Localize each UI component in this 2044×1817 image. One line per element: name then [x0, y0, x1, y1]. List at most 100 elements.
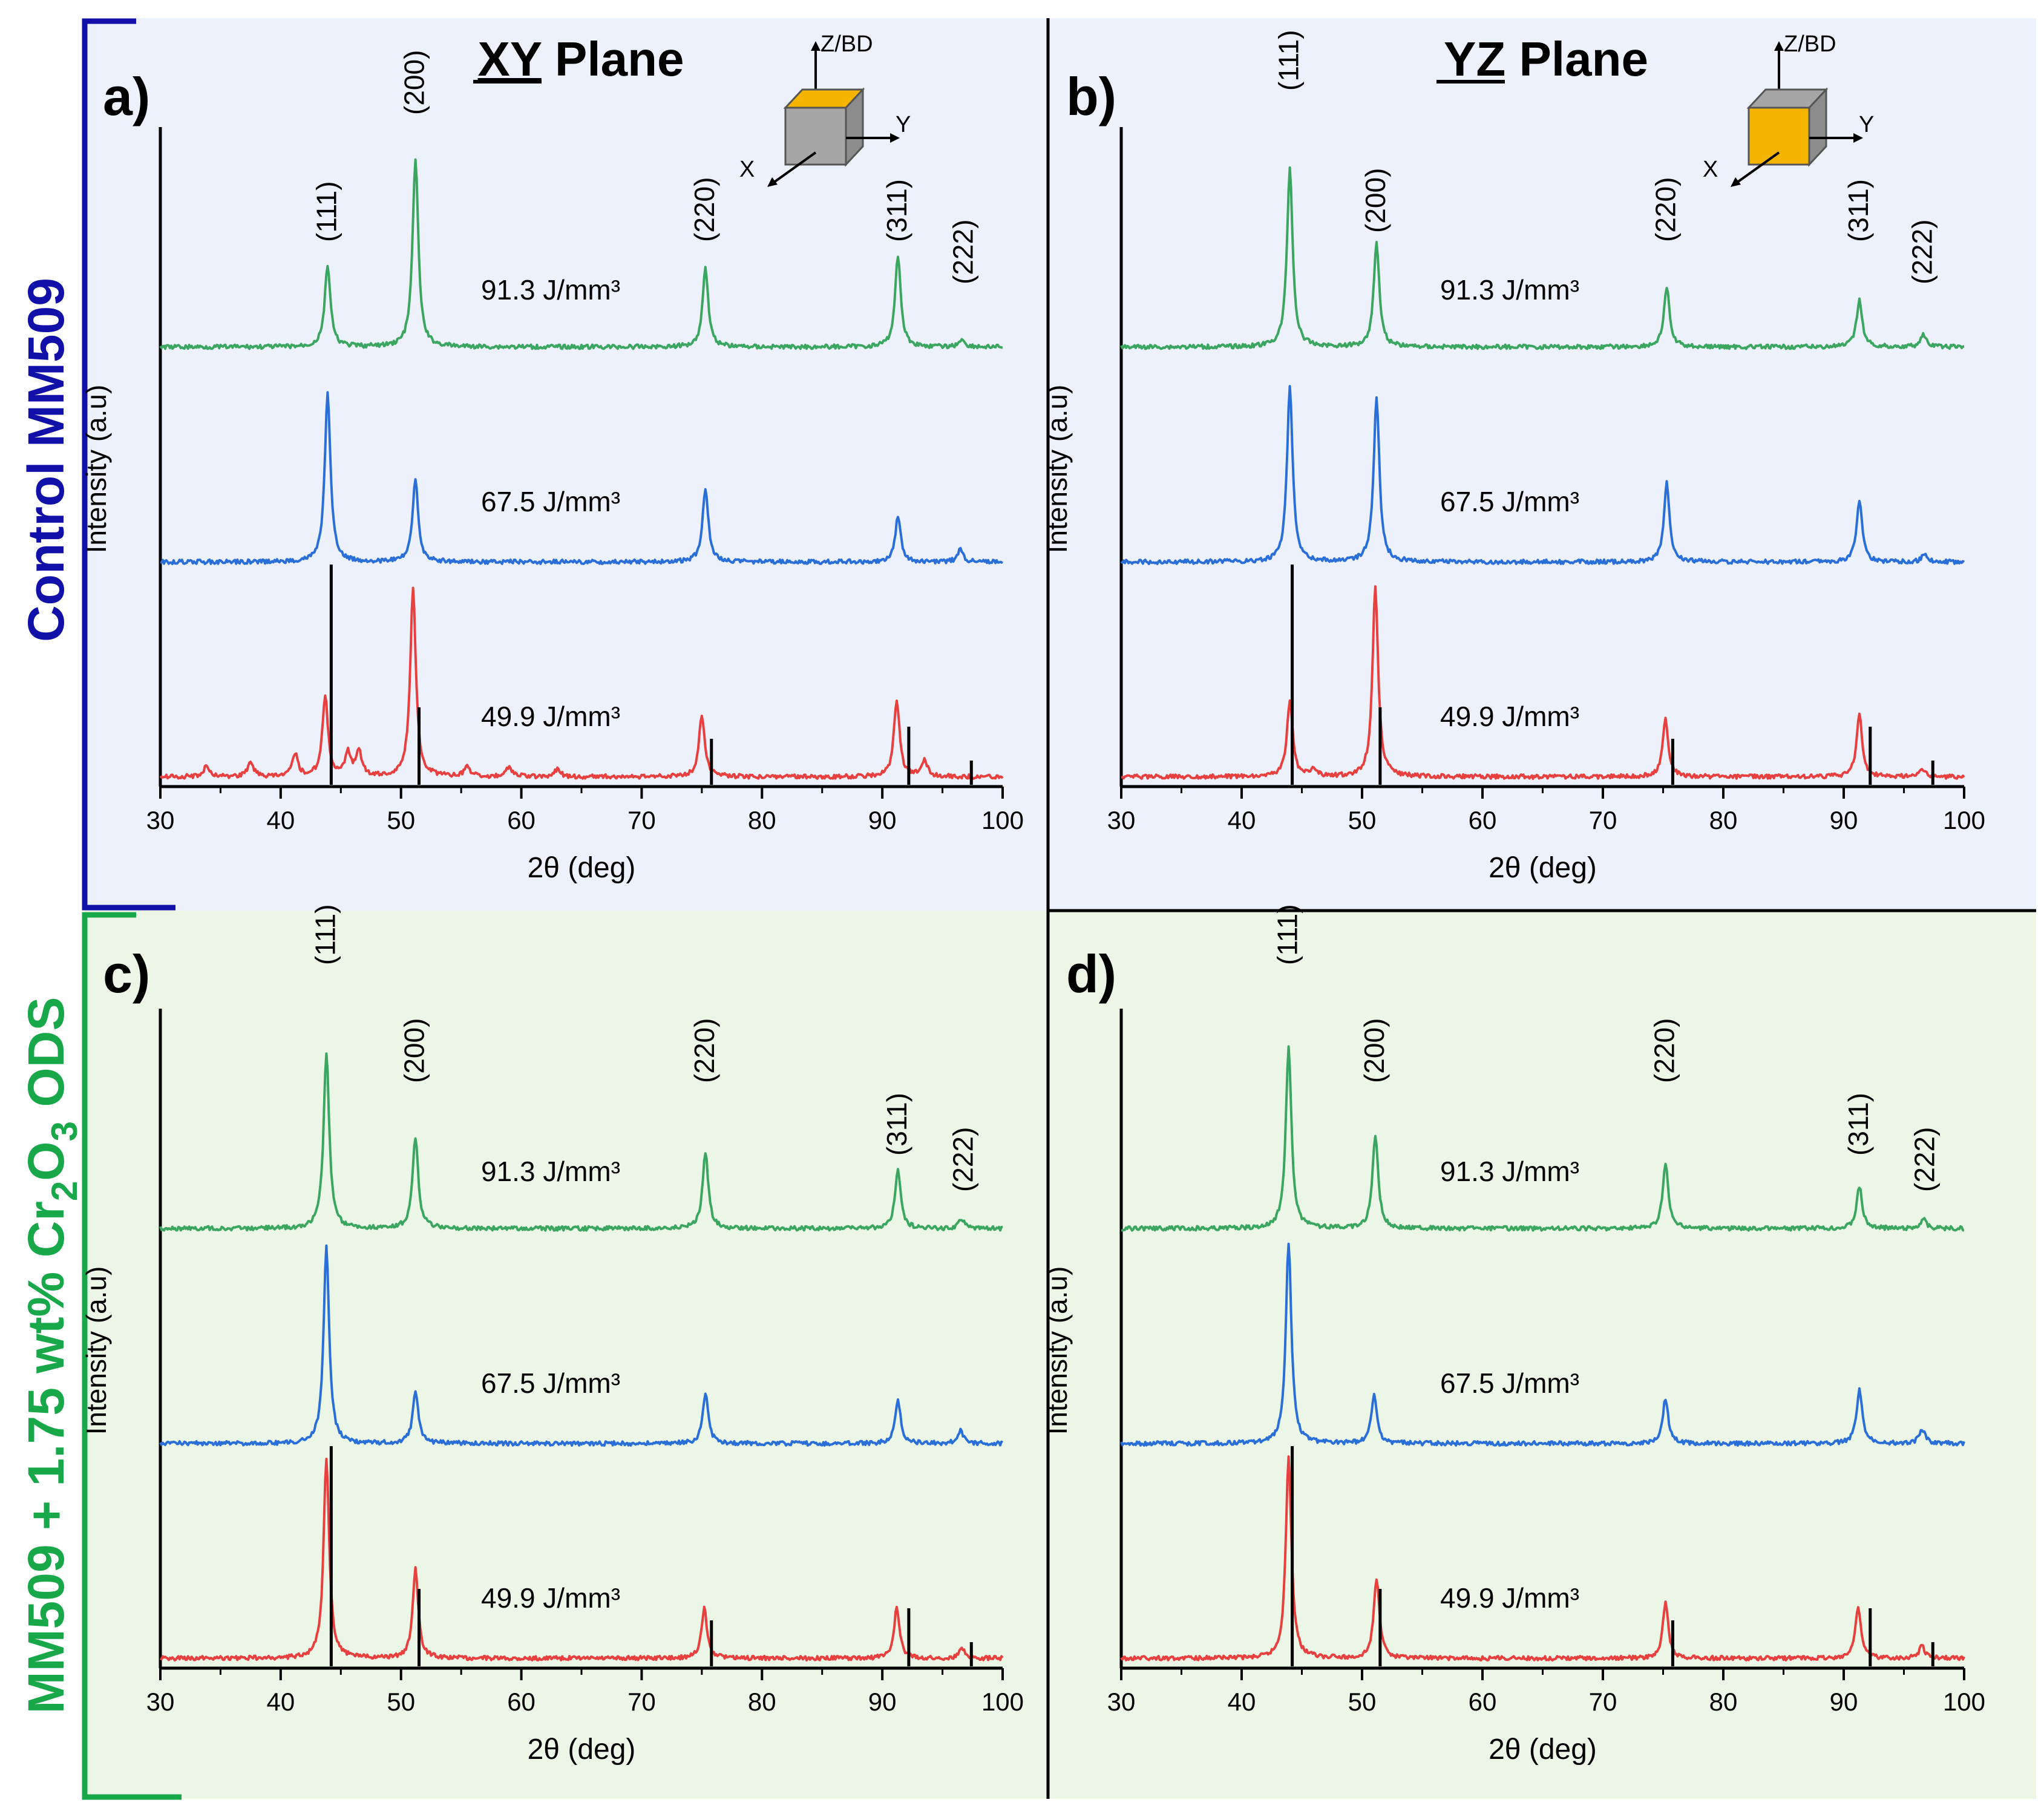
series-label: 67.5 J/mm³: [1440, 1367, 1579, 1399]
peak-label: (200): [399, 1018, 430, 1083]
peak-label: (220): [689, 177, 720, 242]
peak-label: (200): [399, 50, 430, 115]
xy-z-label: Z/BD: [821, 31, 873, 57]
yz-cube-front-face: [1748, 106, 1810, 166]
panel-label: d): [1066, 944, 1116, 1004]
yz-title-rest: Plane: [1505, 32, 1648, 86]
x-tick-label: 90: [868, 806, 897, 834]
x-tick-label: 100: [1943, 806, 1985, 834]
control-bracket: [82, 18, 175, 911]
yz-plane-title: YZ Plane: [1444, 32, 1648, 86]
control-background: [85, 18, 2036, 911]
x-tick-label: 80: [1709, 806, 1738, 834]
peak-label: (111): [309, 904, 341, 965]
yz-cube-icon: Z/BD Y X: [1703, 31, 1874, 187]
series-line-red: [1121, 585, 1965, 780]
series-label: 67.5 J/mm³: [481, 1367, 620, 1399]
x-tick-label: 80: [748, 806, 776, 834]
xy-title-rest: Plane: [542, 32, 684, 86]
series-line-red: [159, 1458, 1004, 1661]
panel-c: c) 30 40 50 60 70 80 90 100 2θ (deg) Intensity (a.…: [80, 904, 1024, 1766]
yz-title-bold: YZ: [1444, 32, 1505, 86]
x-axis-label: 2θ (deg): [528, 1734, 636, 1766]
ods-bracket: [82, 912, 182, 1800]
peak-label: (222): [1908, 1127, 1940, 1192]
row-label-ods: MM509 + 1.75 wt% Cr2O3 ODS: [18, 997, 85, 1714]
x-tick-label: 30: [1107, 1688, 1136, 1716]
x-tick-label: 60: [507, 806, 536, 834]
x-tick-label: 50: [1348, 1688, 1377, 1716]
x-tick-label: 50: [387, 806, 415, 834]
yz-y-label: Y: [1859, 112, 1874, 137]
x-tick-label: 60: [1469, 1688, 1497, 1716]
x-tick-label: 30: [146, 806, 175, 834]
y-axis-label: Intensity (a.u): [80, 385, 112, 554]
xy-y-label: Y: [896, 112, 911, 137]
peak-label: (311): [881, 179, 912, 242]
ods-background: [85, 911, 2036, 1799]
peak-label: (222): [1906, 220, 1938, 284]
x-tick-label: 70: [1589, 806, 1617, 834]
series-label: 49.9 J/mm³: [1440, 701, 1579, 732]
series-line-green: [159, 1052, 1003, 1232]
x-axis-label: 2θ (deg): [1489, 852, 1597, 884]
x-tick-label: 90: [1830, 1688, 1858, 1716]
x-tick-label: 100: [981, 806, 1024, 834]
series-line-blue: [160, 391, 1004, 565]
yz-cube-side-face: [1808, 87, 1827, 167]
peak-label: (200): [1360, 168, 1391, 233]
series-line-blue: [1120, 385, 1965, 565]
panel-d: d) 30 40 50 60 70 80 90 100 2θ (deg) Intensity (a.…: [1041, 904, 1985, 1766]
x-tick-label: 60: [1469, 806, 1497, 834]
x-tick-label: 80: [1709, 1688, 1738, 1716]
xy-plane-title: XY Plane: [478, 32, 684, 86]
x-tick-label: 100: [981, 1688, 1024, 1716]
yz-z-arrowhead: [1774, 41, 1784, 51]
y-axis-label: Intensity (a.u): [1041, 1266, 1073, 1435]
series-line-green: [1121, 1045, 1965, 1232]
series-label: 91.3 J/mm³: [481, 1156, 620, 1187]
x-tick-label: 40: [266, 806, 295, 834]
series-label: 49.9 J/mm³: [481, 1582, 620, 1614]
peak-label: (311): [1843, 179, 1874, 242]
panel-a: a) 30 40 50 60 70 80 90 100 2θ (deg) Intensity (a.…: [80, 50, 1024, 884]
row-label-ods-mid: O: [18, 1141, 74, 1180]
series-line-blue: [1120, 1242, 1965, 1447]
series-label: 49.9 J/mm³: [1440, 1582, 1579, 1614]
y-axis-label: Intensity (a.u): [1041, 385, 1073, 554]
peak-label: (222): [947, 220, 978, 284]
panel-label: a): [103, 67, 150, 126]
x-tick-label: 90: [868, 1688, 897, 1716]
x-tick-label: 70: [627, 1688, 656, 1716]
x-axis-label: 2θ (deg): [528, 852, 636, 884]
row-label-control: Control MM509: [18, 278, 74, 642]
panel-label: c): [103, 944, 150, 1004]
panel-label: b): [1066, 67, 1116, 126]
xy-cube-icon: Z/BD Y X: [739, 31, 911, 187]
xy-title-bold: XY: [478, 32, 542, 86]
row-label-ods-sub2: 3: [44, 1121, 85, 1141]
series-label: 67.5 J/mm³: [481, 486, 620, 517]
peak-label: (220): [689, 1018, 720, 1083]
peak-label: (311): [881, 1093, 912, 1156]
row-label-ods-suffix: ODS: [18, 997, 74, 1121]
peak-label: (111): [1273, 30, 1305, 91]
xy-x-axis: [772, 151, 817, 184]
yz-z-label: Z/BD: [1784, 31, 1836, 57]
x-tick-label: 40: [1228, 806, 1256, 834]
x-tick-label: 90: [1830, 806, 1858, 834]
peak-label: (111): [1272, 904, 1303, 965]
xy-z-arrowhead: [811, 41, 821, 51]
x-tick-label: 100: [1943, 1688, 1985, 1716]
xy-cube-side-face: [845, 87, 864, 167]
row-label-ods-prefix: MM509 + 1.75 wt% Cr: [18, 1201, 74, 1714]
x-tick-label: 50: [1348, 806, 1377, 834]
peak-label: (220): [1649, 177, 1681, 242]
y-axis-label: Intensity (a.u): [80, 1266, 112, 1435]
series-label: 91.3 J/mm³: [1440, 1156, 1579, 1187]
peak-label: (200): [1358, 1018, 1390, 1083]
series-line-green: [1120, 166, 1965, 350]
x-tick-label: 30: [1107, 806, 1136, 834]
